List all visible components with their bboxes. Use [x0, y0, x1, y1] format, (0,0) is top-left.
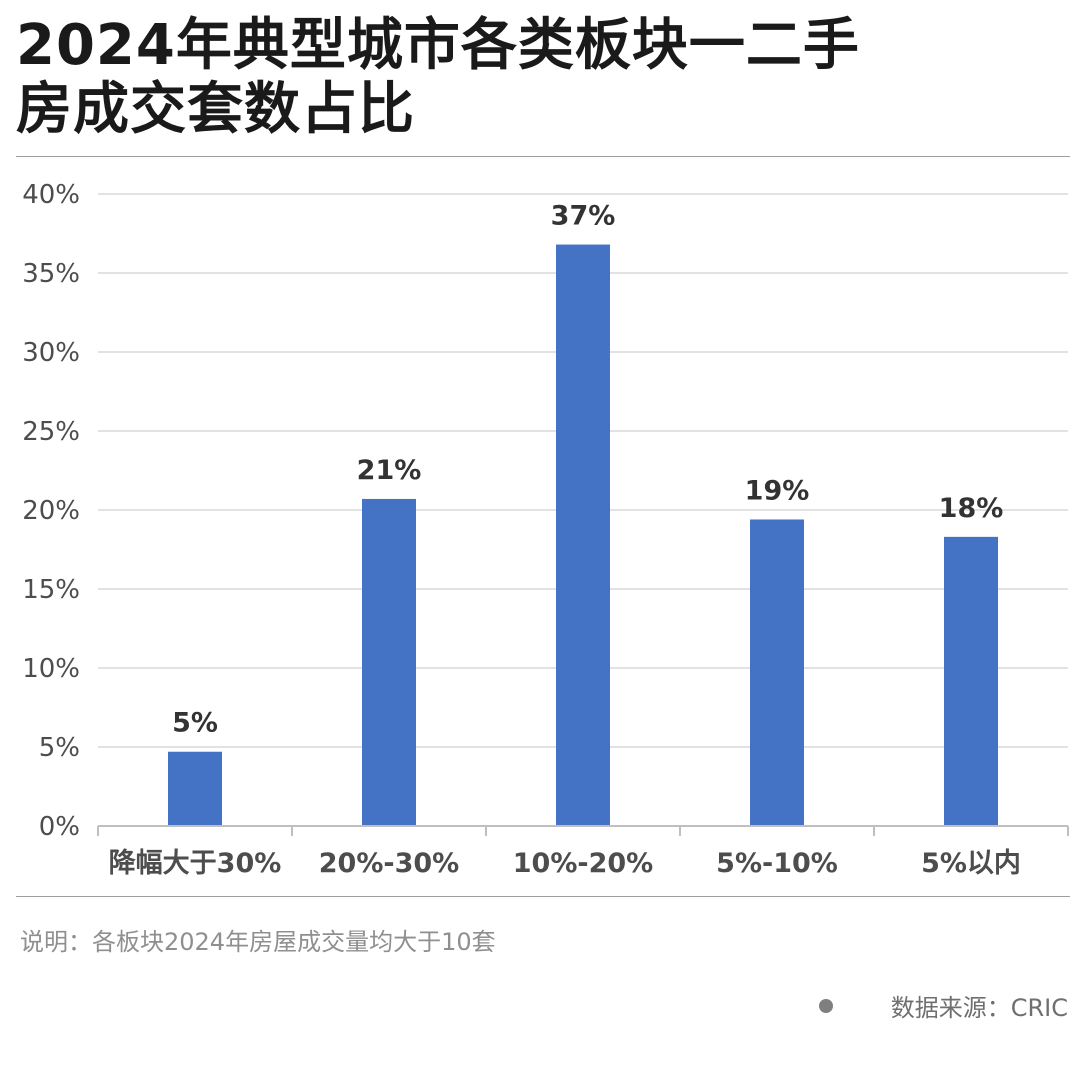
bar-data-label: 5% — [172, 708, 218, 739]
bars — [168, 244, 998, 826]
y-tick-label: 5% — [39, 733, 80, 763]
y-tick-label: 30% — [22, 338, 80, 368]
x-tick-label: 10%-20% — [513, 848, 653, 879]
bullet-dot-icon — [818, 998, 833, 1013]
bar-data-label: 21% — [357, 455, 422, 486]
title-divider — [16, 156, 1070, 157]
y-tick-label: 20% — [22, 496, 80, 526]
y-tick-label: 40% — [22, 180, 80, 210]
data-source: 数据来源：CRIC — [818, 988, 1068, 1023]
y-tick-label: 25% — [22, 417, 80, 447]
chart-title: 2024年典型城市各类板块一二手 房成交套数占比 — [16, 14, 1016, 142]
bar-data-label: 18% — [939, 493, 1004, 524]
bar — [168, 751, 222, 826]
x-tick-label: 5%以内 — [921, 848, 1021, 879]
bar-data-label: 37% — [551, 201, 616, 232]
y-tick-label: 10% — [22, 654, 80, 684]
x-tick-label: 20%-30% — [319, 848, 459, 879]
chart-title-line-2: 房成交套数占比 — [16, 77, 415, 142]
bar — [944, 536, 998, 826]
y-tick-label: 0% — [39, 812, 80, 842]
x-axis-tick-labels: 降幅大于30% 20%-30% 10%-20% 5%-10% 5%以内 — [109, 848, 1021, 879]
bar-chart: 0% 5% 10% 15% 20% 25% 30% 35% 40% 5% 21% 37% 19% 18%… — [22, 180, 1069, 879]
bar-data-label: 19% — [745, 475, 810, 506]
footer-divider — [16, 896, 1070, 897]
bar-data-labels: 5% 21% 37% 19% 18% — [172, 201, 1003, 739]
data-source-text: 数据来源：CRIC — [890, 994, 1068, 1022]
chart-title-line-1: 2024年典型城市各类板块一二手 — [16, 13, 860, 78]
x-tick-label: 降幅大于30% — [109, 848, 282, 879]
bar — [750, 519, 804, 826]
chart-note: 说明：各板块2024年房屋成交量均大于10套 — [20, 928, 496, 956]
bar — [556, 244, 610, 826]
bar — [362, 498, 416, 826]
y-tick-label: 35% — [22, 259, 80, 289]
y-tick-label: 15% — [22, 575, 80, 605]
y-axis-tick-labels: 0% 5% 10% 15% 20% 25% 30% 35% 40% — [22, 180, 80, 842]
x-tick-label: 5%-10% — [716, 848, 838, 879]
x-axis — [97, 825, 1069, 836]
